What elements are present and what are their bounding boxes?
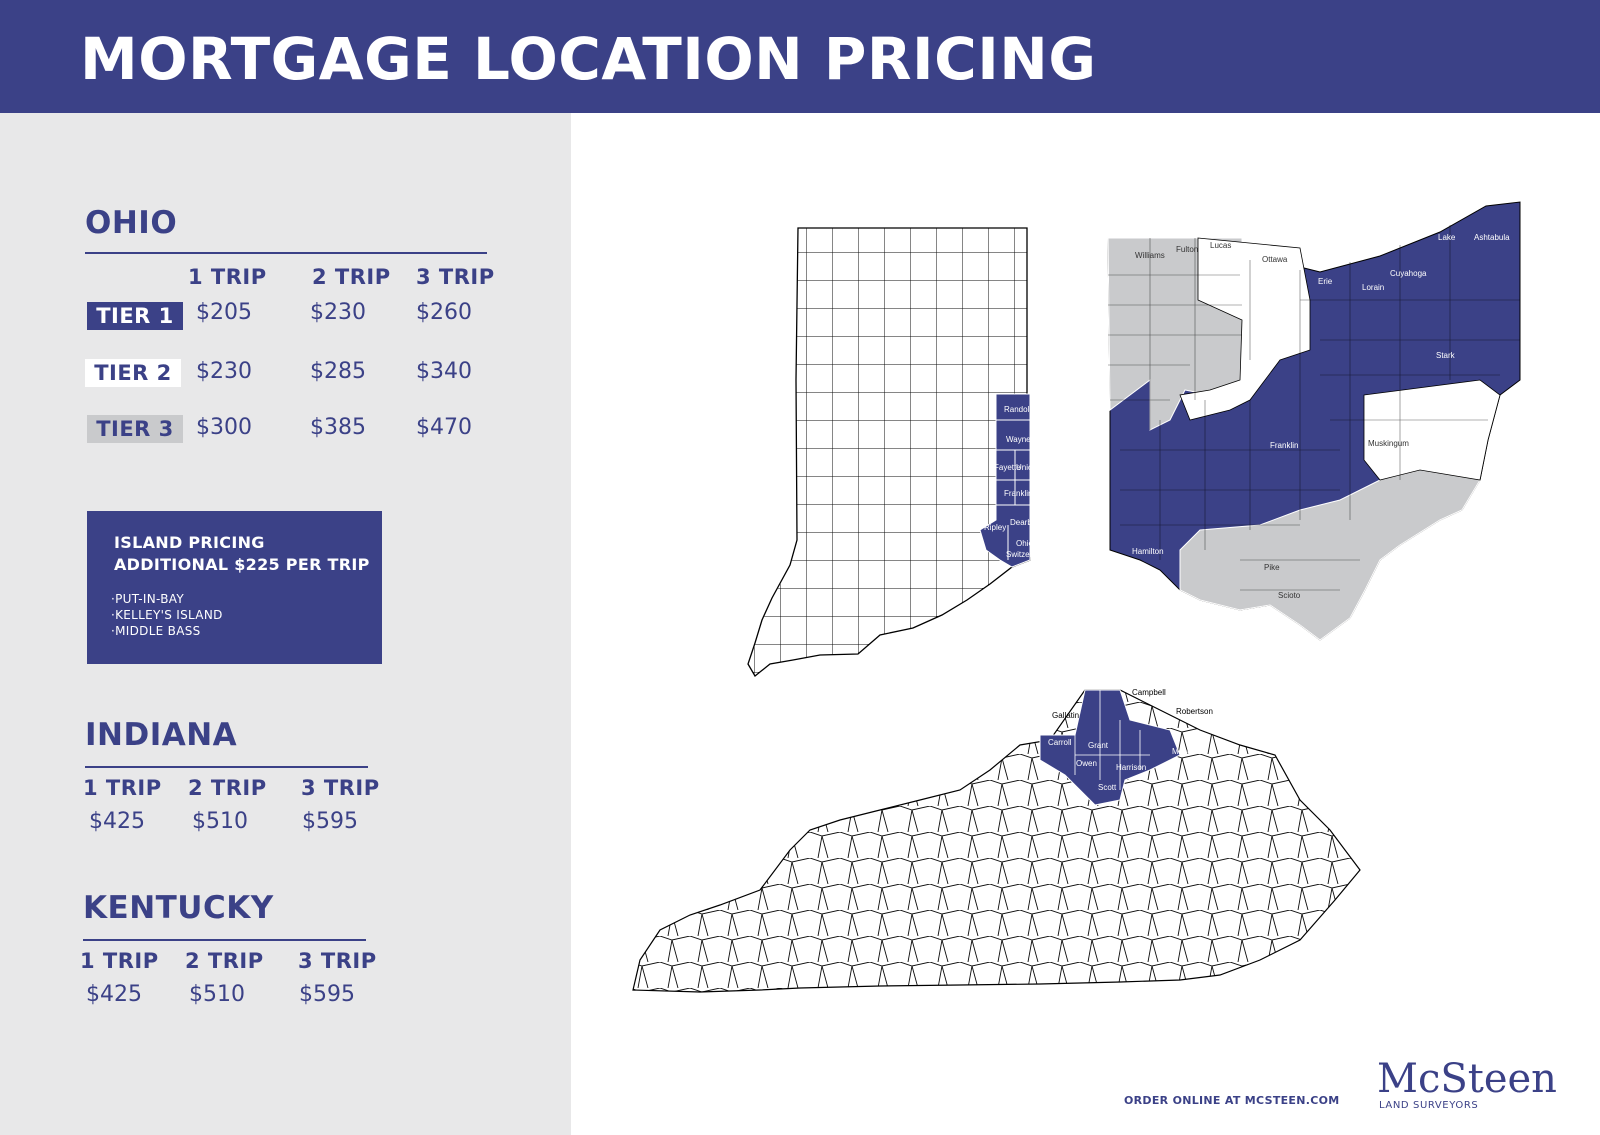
tier-3-price-3: $470 <box>416 415 472 440</box>
logo-subtitle: LAND SURVEYORS <box>1379 1100 1479 1111</box>
ohio-county-label: Williams <box>1135 251 1165 260</box>
island-item: PUT-IN-BAY <box>111 591 223 607</box>
ohio-county-label: Franklin <box>1270 441 1298 450</box>
indiana-col-1: 1 TRIP <box>83 776 162 800</box>
indiana-county-label: Franklin <box>1004 489 1032 498</box>
ohio-county-label: Hamilton <box>1132 547 1164 556</box>
kentucky-title: KENTUCKY <box>83 890 274 926</box>
tier-1-badge: TIER 1 <box>87 302 183 330</box>
ohio-county-label: Lake <box>1438 233 1456 242</box>
ohio-col-3: 3 TRIP <box>416 265 495 289</box>
tier-3-price-1: $300 <box>196 415 252 440</box>
ohio-county-label: Muskingum <box>1368 439 1409 448</box>
tier-2-price-3: $340 <box>416 359 472 384</box>
indiana-county-label: Randolph <box>1004 405 1038 414</box>
ohio-county-label: Scioto <box>1278 591 1301 600</box>
indiana-rule <box>85 766 368 768</box>
kentucky-col-3: 3 TRIP <box>298 949 377 973</box>
ohio-county-label: Fulton <box>1176 245 1198 254</box>
page-header: MORTGAGE LOCATION PRICING <box>0 0 1600 113</box>
kentucky-county-label: Mason <box>1172 747 1196 756</box>
indiana-map: Randolph Wayne Fayette Union Franklin Ri… <box>747 227 1047 677</box>
logo-wordmark: McSteen <box>1377 1056 1557 1102</box>
kentucky-county-label: Harrison <box>1116 763 1146 772</box>
kentucky-price-2: $510 <box>189 982 245 1007</box>
island-item: KELLEY'S ISLAND <box>111 607 223 623</box>
coverage-maps: Randolph Wayne Fayette Union Franklin Ri… <box>632 201 1521 993</box>
kentucky-col-1: 1 TRIP <box>80 949 159 973</box>
kentucky-price-1: $425 <box>86 982 142 1007</box>
page-title: MORTGAGE LOCATION PRICING <box>80 25 1097 93</box>
ohio-county-label: Pike <box>1264 563 1280 572</box>
kentucky-rule <box>83 939 366 941</box>
ohio-county-label: Lorain <box>1362 283 1384 292</box>
indiana-county-label: Fayette <box>994 463 1021 472</box>
kentucky-price-3: $595 <box>299 982 355 1007</box>
tier-2-price-1: $230 <box>196 359 252 384</box>
tier-3-price-2: $385 <box>310 415 366 440</box>
indiana-county-label: Union <box>1016 463 1037 472</box>
order-online-link[interactable]: ORDER ONLINE AT MCSTEEN.COM <box>1124 1094 1340 1107</box>
ohio-map: Williams Fulton Lucas Ottawa Erie Lorain… <box>1107 201 1521 641</box>
indiana-county-label: Ohio <box>1016 539 1033 548</box>
ohio-rule <box>85 252 487 254</box>
ohio-county-label: Stark <box>1436 351 1456 360</box>
tier-1-price-2: $230 <box>310 300 366 325</box>
kentucky-county-label: Campbell <box>1132 688 1166 697</box>
island-subtitle: ADDITIONAL $225 PER TRIP <box>114 555 370 574</box>
island-item: MIDDLE BASS <box>111 623 223 639</box>
indiana-price-1: $425 <box>89 809 145 834</box>
kentucky-county-label: Gallatin <box>1052 711 1079 720</box>
ohio-col-1: 1 TRIP <box>188 265 267 289</box>
kentucky-map: Campbell Gallatin Robertson Carroll Gran… <box>632 688 1361 993</box>
tier-2-price-2: $285 <box>310 359 366 384</box>
indiana-price-3: $595 <box>302 809 358 834</box>
ohio-county-label: Erie <box>1318 277 1333 286</box>
indiana-county-label: Switzerland <box>1006 550 1047 559</box>
kentucky-county-label: Owen <box>1076 759 1097 768</box>
island-pricing-box: ISLAND PRICING ADDITIONAL $225 PER TRIP … <box>87 511 382 664</box>
ohio-county-label: Lucas <box>1210 241 1231 250</box>
kentucky-col-2: 2 TRIP <box>185 949 264 973</box>
island-list: PUT-IN-BAY KELLEY'S ISLAND MIDDLE BASS <box>111 591 223 639</box>
ohio-title: OHIO <box>85 205 178 241</box>
ohio-col-2: 2 TRIP <box>312 265 391 289</box>
ohio-county-label: Ashtabula <box>1474 233 1510 242</box>
ohio-county-label: Cuyahoga <box>1390 269 1427 278</box>
kentucky-county-label: Robertson <box>1176 707 1213 716</box>
indiana-county-label: Wayne <box>1006 435 1031 444</box>
indiana-col-2: 2 TRIP <box>188 776 267 800</box>
kentucky-county-label: Carroll <box>1048 738 1072 747</box>
tier-2-badge: TIER 2 <box>85 359 181 387</box>
kentucky-served-counties <box>1039 689 1181 806</box>
indiana-county-label: Dearborn <box>1010 518 1043 527</box>
indiana-title: INDIANA <box>85 717 238 753</box>
indiana-county-label: Ripley <box>984 523 1006 532</box>
tier-1-price-1: $205 <box>196 300 252 325</box>
mcsteen-logo: McSteen LAND SURVEYORS <box>1377 1056 1567 1112</box>
tier-1-price-3: $260 <box>416 300 472 325</box>
indiana-col-3: 3 TRIP <box>301 776 380 800</box>
kentucky-county-label: Scott <box>1098 783 1117 792</box>
tier-3-badge: TIER 3 <box>87 415 183 443</box>
island-title: ISLAND PRICING <box>114 533 265 552</box>
indiana-price-2: $510 <box>192 809 248 834</box>
ohio-county-label: Ottawa <box>1262 255 1288 264</box>
kentucky-county-label: Grant <box>1088 741 1109 750</box>
